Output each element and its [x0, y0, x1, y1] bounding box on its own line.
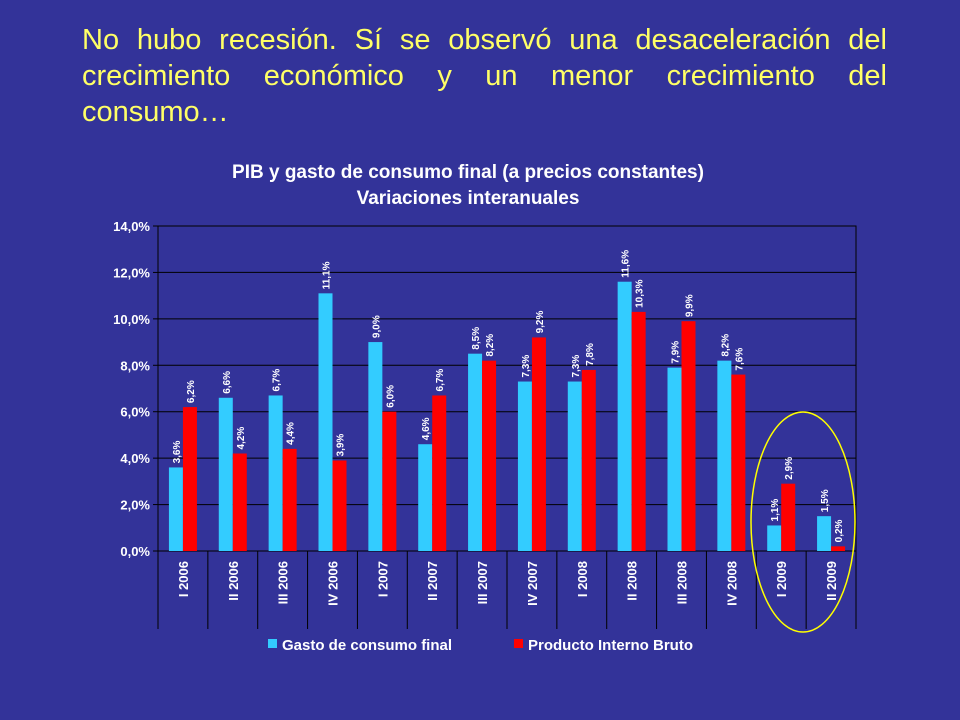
data-label-pib: 4,2%	[236, 427, 247, 450]
bar-pib	[681, 321, 696, 551]
data-label-consumo: 4,6%	[421, 417, 432, 440]
data-label-consumo: 8,5%	[471, 327, 482, 350]
bar-consumo	[517, 381, 532, 551]
data-label-consumo: 7,3%	[521, 355, 532, 378]
y-tick-label: 10,0%	[113, 312, 150, 327]
data-label-consumo: 1,5%	[820, 489, 831, 512]
y-tick-label: 12,0%	[113, 265, 150, 280]
bars	[168, 281, 846, 551]
data-label-pib: 0,2%	[834, 519, 845, 542]
bar-pib	[781, 483, 796, 551]
x-tick-label: I 2009	[774, 561, 789, 597]
data-label-consumo: 1,1%	[770, 499, 781, 522]
bar-consumo	[617, 281, 632, 551]
data-label-consumo: 3,6%	[172, 441, 183, 464]
y-tick-label: 8,0%	[120, 358, 150, 373]
data-label-consumo: 9,0%	[371, 315, 382, 338]
bar-consumo	[268, 395, 283, 551]
data-label-pib: 6,2%	[186, 380, 197, 403]
data-label-pib: 2,9%	[784, 457, 795, 480]
bar-consumo	[318, 293, 333, 551]
y-tick-label: 4,0%	[120, 451, 150, 466]
data-label-pib: 9,9%	[685, 294, 696, 317]
x-tick-label: III 2007	[475, 561, 490, 604]
bar-consumo	[468, 353, 483, 551]
x-tick-label: II 2007	[425, 561, 440, 601]
data-label-pib: 7,6%	[734, 348, 745, 371]
bar-pib	[731, 374, 746, 551]
bar-pib	[282, 448, 297, 551]
data-label-pib: 3,9%	[336, 434, 347, 457]
y-tick-label: 2,0%	[120, 498, 150, 513]
bar-pib	[482, 360, 497, 551]
data-label-consumo: 7,3%	[571, 355, 582, 378]
x-tick-label: IV 2008	[724, 561, 739, 606]
data-label-consumo: 8,2%	[720, 334, 731, 357]
slide-headline: No hubo recesión. Sí se observó una desa…	[82, 24, 887, 128]
bar-consumo	[667, 367, 682, 551]
data-label-pib: 7,8%	[585, 343, 596, 366]
axes: 0,0% 2,0% 4,0% 6,0% 8,0% 10,0% 12,0% 14,0% I 200…	[113, 219, 857, 629]
bar-consumo	[218, 397, 233, 551]
highlight-ellipse	[750, 411, 856, 633]
data-label-pib: 6,0%	[385, 385, 396, 408]
legend-swatch-pib	[514, 639, 523, 648]
bar-consumo	[368, 342, 383, 551]
legend-label-consumo: Gasto de consumo final	[282, 637, 452, 654]
x-tick-label: II 2008	[625, 561, 640, 601]
bar-pib	[232, 453, 247, 551]
y-tick-label: 14,0%	[113, 219, 150, 234]
bar-pib	[831, 546, 846, 551]
y-tick-label: 6,0%	[120, 405, 150, 420]
bar-pib	[332, 460, 347, 551]
data-label-consumo: 6,7%	[272, 369, 283, 392]
bar-consumo	[767, 525, 782, 551]
bar-consumo	[817, 516, 832, 551]
x-tick-label: II 2009	[824, 561, 839, 601]
chart-subtitle: Variaciones interanuales	[357, 188, 580, 209]
bar-pib	[182, 407, 197, 551]
bar-consumo	[418, 444, 433, 551]
data-label-pib: 4,4%	[286, 422, 297, 445]
bar-pib	[631, 311, 646, 551]
data-label-pib: 10,3%	[635, 279, 646, 307]
x-tick-label: IV 2006	[326, 561, 341, 606]
x-tick-label: I 2008	[575, 561, 590, 597]
legend: Gasto de consumo final Producto Interno …	[268, 637, 693, 654]
chart-title: PIB y gasto de consumo final (a precios …	[232, 162, 704, 183]
bar-pib	[382, 411, 397, 551]
bar-pib	[531, 337, 546, 551]
data-label-consumo: 7,9%	[671, 341, 682, 364]
y-tick-label: 0,0%	[120, 544, 150, 559]
bar-consumo	[567, 381, 582, 551]
bar-consumo	[717, 360, 732, 551]
data-label-pib: 6,7%	[435, 369, 446, 392]
bar-consumo	[168, 467, 183, 551]
bar-pib	[581, 369, 596, 551]
data-label-consumo: 11,6%	[621, 250, 632, 278]
x-tick-label: II 2006	[226, 561, 241, 601]
x-tick-label: III 2006	[276, 561, 291, 604]
x-tick-label: I 2007	[375, 561, 390, 597]
data-labels: 3,6% 6,2% 6,6% 4,2% 6,7% 4,4% 11,1% 3,9% 9,0% 6,0…	[172, 250, 845, 543]
legend-label-pib: Producto Interno Bruto	[528, 637, 693, 654]
data-label-pib: 9,2%	[535, 311, 546, 334]
x-tick-label: I 2006	[176, 561, 191, 597]
legend-swatch-consumo	[268, 639, 277, 648]
data-label-pib: 8,2%	[485, 334, 496, 357]
x-tick-label: III 2008	[675, 561, 690, 604]
data-label-consumo: 11,1%	[322, 261, 333, 289]
bar-pib	[432, 395, 447, 551]
data-label-consumo: 6,6%	[222, 371, 233, 394]
x-tick-label: IV 2007	[525, 561, 540, 606]
